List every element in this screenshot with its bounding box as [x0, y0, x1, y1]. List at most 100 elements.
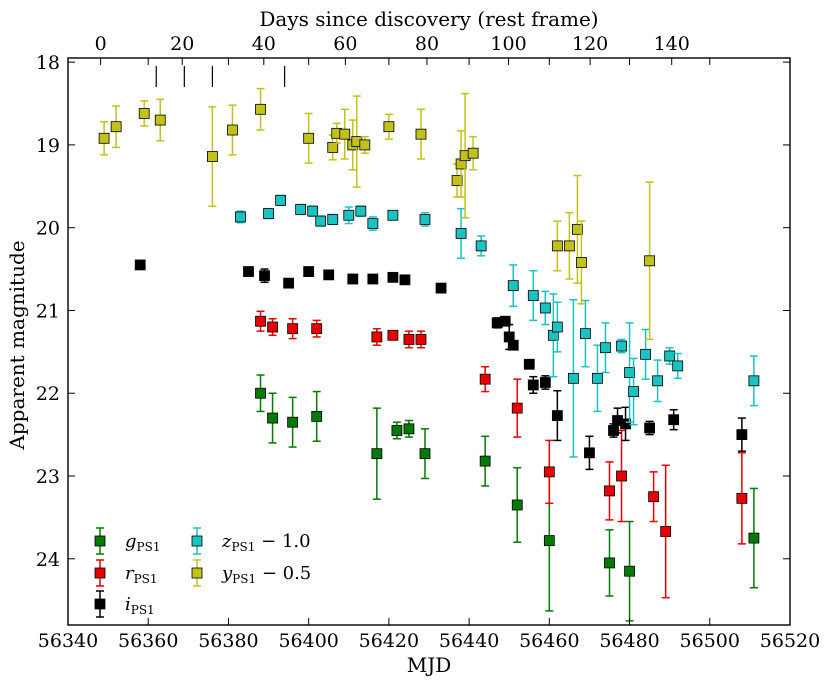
top-tick-label: 0	[95, 33, 107, 55]
data-point	[600, 342, 611, 354]
data-point	[568, 372, 579, 384]
x-tick-label: 56400	[278, 630, 338, 652]
data-point	[295, 204, 307, 215]
data-point	[551, 410, 563, 421]
bottom-axis: MJD 56340 56360 56380 56400 56420 56440 56460 5…	[38, 58, 820, 677]
data-point	[371, 448, 383, 460]
data-point	[154, 114, 166, 126]
data-point	[584, 447, 595, 459]
legend-label-sub: PS1	[232, 572, 256, 586]
data-point	[419, 214, 431, 225]
legend-item-z: zPS1 − 1.0	[191, 527, 311, 555]
data-point	[507, 339, 519, 351]
data-point	[644, 255, 656, 267]
data-point	[275, 194, 286, 206]
data-point	[311, 411, 323, 422]
legend-item-r: rPS1	[94, 559, 158, 587]
top-tick-label: 80	[415, 33, 439, 55]
data-point	[134, 259, 146, 271]
x-tick-label: 56520	[760, 630, 820, 652]
x-tick-label: 56380	[198, 630, 258, 652]
data-point	[668, 414, 680, 426]
data-point	[672, 360, 684, 372]
data-point	[227, 124, 238, 136]
data-point	[415, 128, 427, 140]
data-point	[451, 175, 463, 186]
x-tick-label: 56360	[118, 630, 178, 652]
x-tick-label: 56340	[38, 630, 98, 652]
data-point	[620, 418, 631, 430]
data-point	[604, 557, 615, 569]
legend-label-sub: PS1	[231, 540, 255, 554]
legend-item-i: iPS1	[94, 590, 155, 618]
data-point	[572, 223, 583, 235]
plot-frame	[67, 57, 791, 626]
data-point	[138, 108, 150, 119]
data-point	[435, 282, 447, 294]
data-point	[543, 535, 555, 546]
data-point	[399, 274, 411, 286]
data-point	[616, 470, 627, 482]
data-point	[303, 132, 315, 144]
data-point	[628, 386, 639, 397]
data-point	[98, 132, 110, 144]
y-axis-title: Apparent magnitude	[5, 240, 29, 450]
y-tick-label: 22	[36, 383, 60, 405]
data-point	[355, 205, 367, 217]
data-point	[415, 334, 427, 345]
data-point	[387, 271, 399, 283]
series-z	[235, 194, 760, 458]
legend-label-main: i	[125, 594, 131, 615]
top-tick-label: 100	[490, 33, 526, 55]
data-point	[479, 455, 491, 467]
x-tick-label: 56500	[680, 630, 740, 652]
series-r	[255, 310, 748, 599]
legend-marker	[94, 598, 106, 610]
data-point	[736, 492, 748, 504]
data-point	[263, 208, 274, 220]
series-y	[98, 87, 656, 341]
legend-label-main: z	[221, 531, 232, 552]
series-i	[134, 259, 748, 471]
data-point	[419, 448, 431, 460]
data-point	[387, 209, 399, 221]
data-point	[499, 315, 511, 327]
legend-marker	[94, 567, 106, 579]
legend-label: gPS1	[125, 531, 160, 554]
data-point	[624, 565, 635, 577]
data-point	[255, 315, 266, 327]
data-point	[323, 269, 335, 281]
legend-label-sub: PS1	[137, 540, 161, 554]
data-point	[455, 228, 467, 239]
data-point	[206, 151, 218, 162]
data-point	[367, 273, 379, 285]
top-tick-label: 60	[333, 33, 357, 55]
top-tick-label: 20	[170, 33, 194, 55]
data-point	[403, 423, 415, 435]
legend-item-y: yPS1 − 0.5	[191, 559, 311, 587]
legend-marker	[191, 535, 203, 547]
data-point	[391, 425, 403, 436]
data-point	[267, 412, 278, 424]
data-point	[267, 321, 278, 333]
data-point	[551, 321, 563, 333]
data-point	[339, 128, 351, 140]
data-point	[259, 270, 270, 282]
data-point	[347, 273, 359, 285]
data-point	[367, 218, 379, 229]
data-point	[383, 121, 395, 133]
data-point	[467, 147, 479, 159]
data-point	[616, 340, 627, 352]
data-point	[403, 334, 415, 345]
data-point	[592, 372, 603, 384]
data-point	[110, 121, 122, 133]
data-point	[563, 240, 575, 252]
data-point	[255, 387, 266, 399]
x-tick-label: 56480	[599, 630, 659, 652]
x-axis-title: MJD	[407, 653, 452, 677]
top-tick-label: 120	[572, 33, 608, 55]
data-point	[551, 240, 563, 252]
data-point	[287, 323, 299, 335]
data-point	[648, 491, 660, 503]
